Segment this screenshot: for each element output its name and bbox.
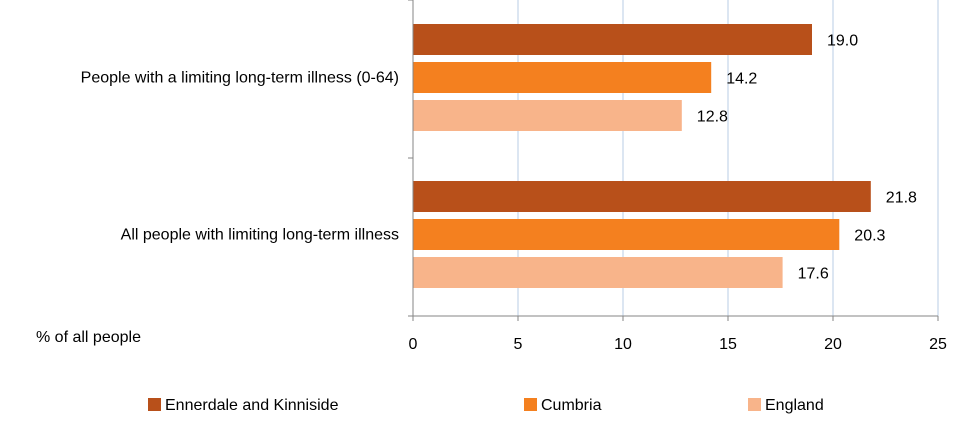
legend-swatch: [748, 398, 761, 411]
legend-swatch: [148, 398, 161, 411]
x-tick-label: 15: [719, 336, 737, 353]
x-axis-title: % of all people: [36, 329, 141, 346]
x-tick-label: 10: [614, 336, 632, 353]
axes: [408, 0, 939, 321]
category-label: People with a limiting long-term illness…: [81, 70, 399, 87]
category-label: All people with limiting long-term illne…: [121, 227, 399, 244]
data-label: 12.8: [697, 109, 728, 126]
legend-swatch: [524, 398, 537, 411]
bars: [413, 24, 871, 288]
bar-ennerdale-and-kinniside: [413, 181, 871, 212]
data-label: 20.3: [854, 228, 885, 245]
data-label: 19.0: [827, 33, 858, 50]
labels: 0 5 10 15 20 25 % of all people People with a l…: [36, 33, 947, 354]
x-tick-label: 5: [514, 336, 523, 353]
bar-cumbria: [413, 62, 712, 93]
legend-label: England: [765, 397, 824, 414]
bar-england: [413, 100, 682, 131]
data-label: 17.6: [798, 266, 829, 283]
legend: Ennerdale and Kinniside Cumbria England: [148, 397, 824, 414]
bar-ennerdale-and-kinniside: [413, 24, 812, 55]
bar-england: [413, 257, 783, 288]
legend-label: Cumbria: [541, 397, 602, 414]
bar-cumbria: [413, 219, 840, 250]
x-tick-label: 20: [824, 336, 842, 353]
data-label: 21.8: [886, 190, 917, 207]
data-label: 14.2: [726, 71, 757, 88]
x-tick-label: 0: [409, 336, 418, 353]
x-tick-label: 25: [929, 336, 947, 353]
legend-label: Ennerdale and Kinniside: [165, 397, 339, 414]
